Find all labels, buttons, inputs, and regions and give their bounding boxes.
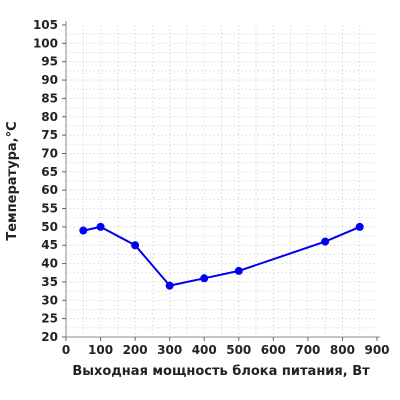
x-tick-label: 500 (226, 343, 251, 357)
x-tick-label: 300 (157, 343, 182, 357)
x-tick-label: 800 (330, 343, 355, 357)
x-tick-labels: 0 100 200 300 400 500 600 700 800 900 (62, 343, 390, 357)
y-tick-label: 105 (33, 18, 58, 32)
y-axis-title: Температура,°C (5, 121, 20, 240)
x-tick-label: 600 (261, 343, 286, 357)
y-tick-label: 100 (33, 36, 58, 50)
x-axis-title: Выходная мощность блока питания, Вт (72, 364, 370, 379)
y-tick-label: 90 (41, 73, 58, 87)
y-tick-label: 40 (41, 257, 58, 271)
y-tick-labels: 20 25 30 35 40 45 50 55 60 65 70 75 80 85 90 95 100 105 (33, 18, 58, 344)
series-lines (83, 225, 361, 287)
data-point (200, 274, 209, 283)
y-tick-label: 45 (41, 238, 58, 252)
y-tick-label: 35 (41, 275, 58, 289)
y-tick-label: 55 (41, 202, 58, 216)
data-point (79, 226, 88, 235)
x-tick-label: 900 (364, 343, 389, 357)
y-tick-label: 75 (41, 128, 58, 142)
axes (62, 21, 380, 341)
x-tick-label: 400 (192, 343, 217, 357)
y-tick-label: 65 (41, 165, 58, 179)
data-point (165, 281, 174, 290)
x-tick-label: 200 (123, 343, 148, 357)
y-tick-label: 30 (41, 293, 58, 307)
data-point (96, 222, 105, 231)
y-tick-label: 85 (41, 91, 58, 105)
series-points (79, 222, 364, 290)
x-tick-label: 700 (295, 343, 320, 357)
data-point (131, 241, 140, 250)
grid (66, 25, 377, 337)
x-tick-label: 100 (88, 343, 113, 357)
data-point (234, 266, 243, 275)
y-tick-label: 60 (41, 183, 58, 197)
data-point (321, 237, 330, 246)
y-tick-label: 80 (41, 110, 58, 124)
y-tick-label: 25 (41, 312, 58, 326)
y-tick-label: 95 (41, 55, 58, 69)
y-tick-label: 20 (41, 330, 58, 344)
series-line (83, 225, 361, 287)
y-tick-label: 70 (41, 146, 58, 160)
y-tick-label: 50 (41, 220, 58, 234)
data-point (355, 222, 364, 231)
x-tick-label: 0 (62, 343, 70, 357)
